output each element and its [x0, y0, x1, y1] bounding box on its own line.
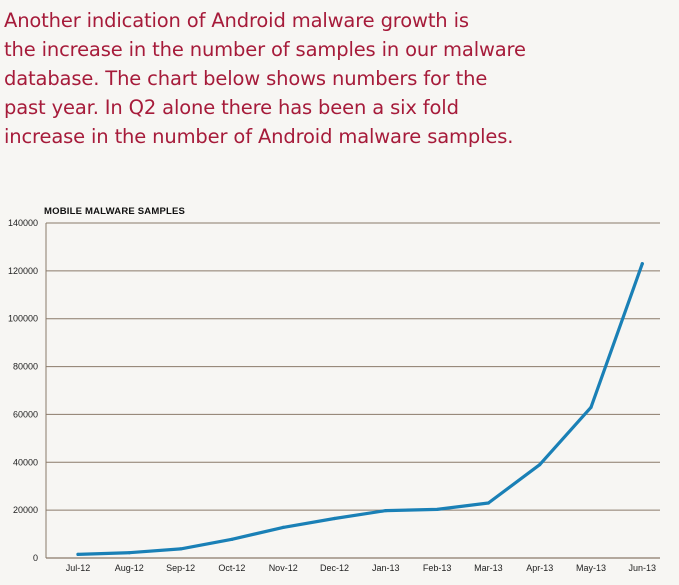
- series-line-0: [76, 262, 644, 556]
- data-point-Oct-12: [230, 537, 234, 541]
- y-tick-label-80000: 80000: [13, 362, 38, 372]
- y-tick-label-0: 0: [33, 553, 38, 563]
- y-tick-label-40000: 40000: [13, 457, 38, 467]
- intro-line-1: Another indication of Android malware gr…: [4, 9, 469, 32]
- data-point-May-13: [589, 405, 593, 409]
- intro-line-2: the increase in the number of samples in…: [4, 38, 526, 61]
- x-tick-label-May-13: May-13: [576, 563, 606, 573]
- y-axis-tick-labels: 0 20000 40000 60000 80000 100000 120000 140000: [8, 218, 38, 563]
- data-point-Sep-12: [179, 547, 183, 551]
- data-point-Dec-12: [332, 516, 337, 521]
- intro-line-3: database. The chart below shows numbers …: [4, 67, 488, 90]
- x-tick-label-Jul-12: Jul-12: [66, 563, 91, 573]
- data-point-Jun-13: [640, 262, 644, 266]
- chart-title: MOBILE MALWARE SAMPLES: [44, 206, 185, 217]
- intro-paragraph: Another indication of Android malware gr…: [4, 6, 674, 151]
- x-tick-label-Dec-12: Dec-12: [320, 563, 349, 573]
- data-point-Aug-12: [127, 551, 131, 555]
- y-tick-label-60000: 60000: [13, 409, 38, 419]
- x-tick-label-Jun-13: Jun-13: [629, 563, 657, 573]
- y-tick-label-100000: 100000: [8, 314, 38, 324]
- data-point-Feb-13: [435, 507, 439, 512]
- x-axis-tick-labels: Jul-12 Aug-12 Sep-12 Oct-12 Nov-12 Dec-12 Jan-…: [66, 563, 656, 573]
- chart-gridlines: [45, 222, 660, 559]
- chart-series: [76, 262, 644, 557]
- x-tick-label-Aug-12: Aug-12: [115, 563, 144, 573]
- intro-line-5: increase in the number of Android malwar…: [4, 125, 514, 148]
- data-point-Jan-13: [384, 509, 388, 513]
- intro-line-4: past year. In Q2 alone there has been a …: [4, 96, 459, 119]
- data-point-Nov-12: [281, 525, 285, 529]
- x-tick-label-Mar-13: Mar-13: [474, 563, 503, 573]
- data-point-Apr-13: [538, 463, 542, 467]
- x-tick-label-Apr-13: Apr-13: [526, 563, 553, 573]
- data-point-Mar-13: [486, 501, 490, 505]
- y-tick-label-120000: 120000: [8, 266, 38, 276]
- y-tick-label-140000: 140000: [8, 218, 38, 228]
- x-tick-label-Oct-12: Oct-12: [218, 563, 245, 573]
- x-tick-label-Nov-12: Nov-12: [269, 563, 298, 573]
- y-tick-label-20000: 20000: [13, 505, 38, 515]
- x-tick-label-Sep-12: Sep-12: [166, 563, 195, 573]
- malware-samples-line-chart: MOBILE MALWARE SAMPLES 0 20000 40000 60000 8…: [8, 206, 660, 573]
- data-point-Jul-12: [76, 552, 80, 557]
- x-tick-label-Jan-13: Jan-13: [372, 563, 400, 573]
- x-tick-label-Feb-13: Feb-13: [423, 563, 452, 573]
